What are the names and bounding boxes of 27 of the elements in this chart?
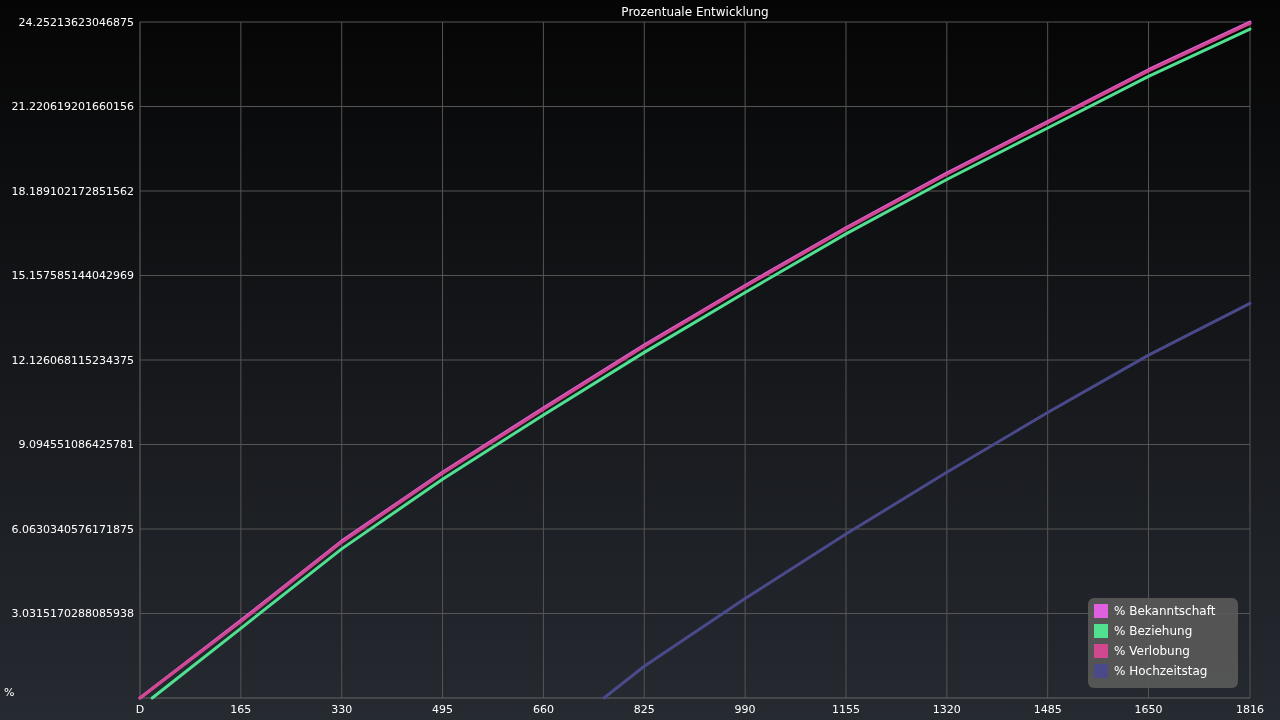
legend-label: % Bekanntschaft — [1114, 604, 1216, 619]
x-tick-label: 1485 — [1033, 703, 1062, 716]
x-tick-label: 1816 — [1236, 703, 1264, 716]
line-series — [602, 301, 1252, 700]
x-tick-label: 330 — [331, 703, 353, 716]
legend-label: % Verlobung — [1114, 644, 1190, 659]
x-tick-label: 990 — [734, 703, 756, 716]
x-tick-label: 1320 — [932, 703, 961, 716]
x-tick-label: 660 — [532, 703, 554, 716]
legend-label: % Beziehung — [1114, 624, 1193, 639]
y-tick-label: 15.157585144042969 — [11, 269, 134, 283]
x-axis-title: D — [135, 703, 145, 716]
y-tick-label: 3.0315170288085938 — [11, 607, 134, 621]
chart-title: Prozentuale Entwicklung — [621, 5, 769, 19]
y-tick-label: 24.25213623046875 — [18, 15, 134, 29]
y-axis-title: % — [4, 686, 15, 699]
x-tick-label: 165 — [230, 703, 252, 716]
y-tick-label: 6.0630340576171875 — [11, 522, 134, 536]
y-tick-label: 18.189102172851562 — [11, 184, 134, 198]
y-tick-label: 9.094551086425781 — [18, 438, 134, 452]
legend-label: % Hochzeitstag — [1114, 664, 1208, 679]
x-tick-label: 1650 — [1134, 703, 1163, 716]
x-tick-label: 825 — [633, 703, 655, 716]
y-tick-label: 21.220619201660156 — [11, 100, 134, 114]
y-tick-label: 12.126068115234375 — [11, 353, 134, 367]
x-tick-label: 1155 — [831, 703, 860, 716]
x-tick-label: 495 — [432, 703, 454, 716]
